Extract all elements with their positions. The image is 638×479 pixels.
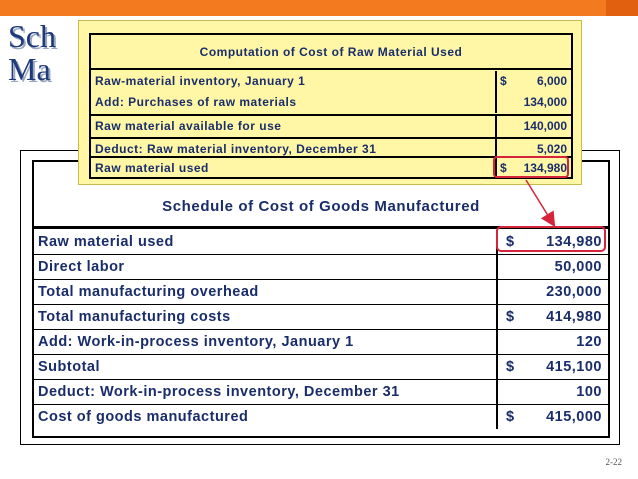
schedule-row: Add: Work-in-process inventory, January … [34,330,608,355]
slide-title-line-2: Ma [8,51,51,87]
dollar-sign: $ [506,409,515,425]
schedule-row: Total manufacturing costs $ 414,980 [34,305,608,330]
row-label: Raw-material inventory, January 1 [95,74,306,88]
dollar-sign: $ [500,74,507,88]
row-value: 415,000 [546,409,602,425]
dollar-sign: $ [506,309,515,325]
row-amount-cell: $ 415,000 [496,405,608,429]
slide-title: Sch Ma [8,20,56,86]
row-value: 134,980 [523,161,567,175]
callout-divider [91,156,571,158]
row-label: Raw material used [95,161,209,175]
dollar-sign: $ [506,234,515,250]
row-label: Subtotal [38,359,100,375]
raw-material-callout: Computation of Cost of Raw Material Used… [78,20,582,185]
row-value: 230,000 [546,284,602,300]
callout-title: Computation of Cost of Raw Material Used [199,45,463,59]
row-amount-cell: $ 134,980 [495,158,571,179]
slide-title-line-1: Sch [8,18,56,54]
row-label: Total manufacturing costs [38,309,231,325]
row-amount-cell: 140,000 [495,116,571,137]
schedule-row: Subtotal $ 415,100 [34,355,608,380]
row-value: 50,000 [554,259,602,275]
schedule-rows: Raw material used $ 134,980 Direct labor… [34,230,608,430]
page-number: 2-22 [605,457,623,467]
row-value: 140,000 [523,119,567,133]
dollar-sign: $ [506,359,515,375]
callout-table: Computation of Cost of Raw Material Used… [89,33,573,179]
schedule-row: Cost of goods manufactured $ 415,000 [34,405,608,430]
row-amount-cell: 230,000 [496,280,608,304]
schedule-row: Total manufacturing overhead 230,000 [34,280,608,305]
callout-divider [91,137,571,139]
row-amount-cell: 50,000 [496,255,608,279]
row-amount-cell: $ 134,980 [496,230,608,254]
row-value: 134,980 [546,234,602,250]
callout-row: Deduct: Raw material inventory, December… [91,139,571,160]
row-amount-cell: 100 [496,380,608,404]
row-label: Raw material used [38,234,174,250]
row-label: Raw material available for use [95,119,282,133]
row-amount-cell: 134,000 [495,92,571,113]
row-amount-cell: 120 [496,330,608,354]
row-value: 5,020 [536,142,567,156]
callout-divider [91,68,571,70]
dollar-sign: $ [500,161,507,175]
callout-divider [91,114,571,116]
schedule-row: Deduct: Work-in-process inventory, Decem… [34,380,608,405]
row-value: 6,000 [536,74,567,88]
row-amount-cell: $ 414,980 [496,305,608,329]
row-value: 120 [576,334,602,350]
accent-tab [606,0,638,16]
callout-row: Raw-material inventory, January 1 $ 6,00… [91,71,571,92]
row-label: Direct labor [38,259,125,275]
row-label: Add: Work-in-process inventory, January … [38,334,354,350]
row-label: Deduct: Raw material inventory, December… [95,142,377,156]
accent-bar [0,0,638,16]
callout-highlight-box [493,156,569,178]
schedule-row: Direct labor 50,000 [34,255,608,280]
row-amount-cell: 5,020 [495,139,571,160]
row-label: Add: Purchases of raw materials [95,95,297,109]
callout-row: Raw material available for use 140,000 [91,116,571,137]
row-amount-cell: $ 6,000 [495,71,571,92]
schedule-divider [34,226,608,229]
schedule-title: Schedule of Cost of Goods Manufactured [162,198,480,215]
row-value: 414,980 [546,309,602,325]
row-value: 415,100 [546,359,602,375]
row-value: 134,000 [523,95,567,109]
callout-row: Add: Purchases of raw materials 134,000 [91,92,571,113]
row-label: Cost of goods manufactured [38,409,249,425]
row-label: Deduct: Work-in-process inventory, Decem… [38,384,400,400]
row-label: Total manufacturing overhead [38,284,259,300]
schedule-row: Raw material used $ 134,980 [34,230,608,255]
row-value: 100 [576,384,602,400]
callout-row: Raw material used $ 134,980 [91,158,571,179]
schedule-table: Schedule of Cost of Goods Manufactured R… [32,160,610,438]
row-amount-cell: $ 415,100 [496,355,608,379]
